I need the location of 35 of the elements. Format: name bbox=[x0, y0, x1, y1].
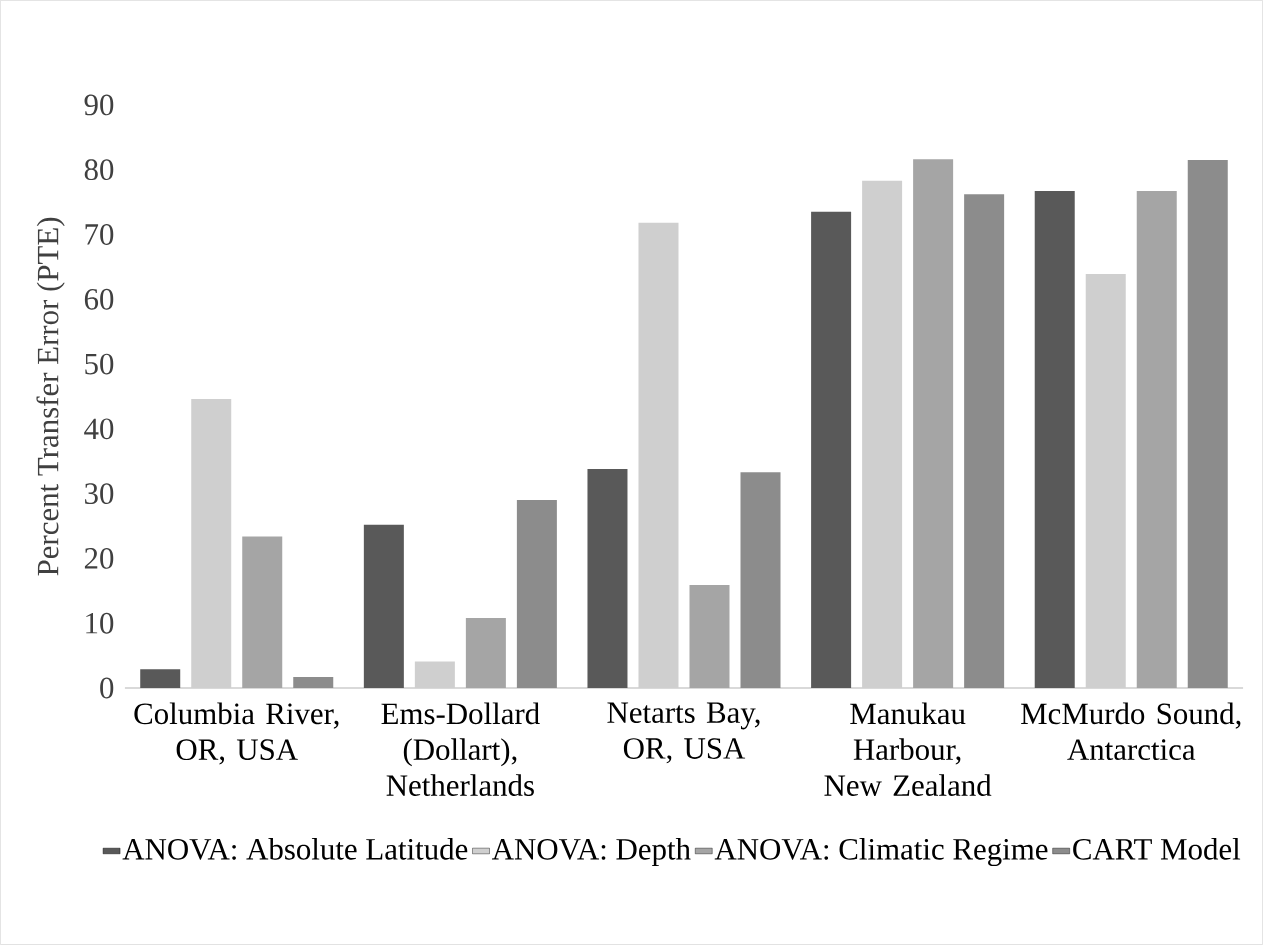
bar bbox=[689, 585, 730, 689]
bar bbox=[242, 536, 283, 689]
legend-label: ANOVA: Absolute Latitude bbox=[122, 837, 468, 860]
y-tick-label: 60 bbox=[84, 288, 114, 310]
bar bbox=[1187, 160, 1228, 689]
bar bbox=[140, 669, 181, 689]
bar bbox=[587, 469, 628, 689]
bar bbox=[516, 500, 557, 689]
y-tick-label: 90 bbox=[84, 94, 114, 116]
legend-label: CART Model bbox=[1073, 837, 1241, 860]
bar bbox=[740, 472, 781, 689]
x-tick-label: Columbia River, OR, USA bbox=[134, 702, 339, 765]
bar bbox=[913, 159, 954, 689]
bar bbox=[811, 211, 852, 689]
x-tick-label: McMurdo Sound, Antarctica bbox=[1021, 702, 1241, 761]
bar bbox=[1136, 191, 1177, 689]
y-tick-label: 10 bbox=[86, 612, 114, 634]
x-tick-label: Ems-Dollard (Dollart), Netherlands bbox=[381, 702, 540, 796]
legend-label: ANOVA: Climatic Regime bbox=[714, 837, 1048, 867]
bar bbox=[465, 618, 506, 689]
y-tick-label: 80 bbox=[84, 159, 114, 181]
legend-label: ANOVA: Depth bbox=[491, 837, 691, 866]
y-tick-label: 0 bbox=[100, 677, 114, 699]
y-axis-title: Percent Transfer Error (PTE) bbox=[36, 217, 65, 576]
y-tick-label: 70 bbox=[85, 224, 114, 245]
bar bbox=[964, 194, 1005, 689]
y-tick-label: 50 bbox=[85, 353, 114, 375]
x-tick-label: Manukau Harbour, New Zealand bbox=[824, 702, 992, 796]
x-tick-label: Netarts Bay, OR, USA bbox=[607, 702, 760, 764]
bar bbox=[293, 677, 334, 689]
y-tick-label: 20 bbox=[84, 548, 114, 569]
bar bbox=[363, 524, 404, 689]
y-tick-label: 30 bbox=[85, 483, 114, 505]
bar bbox=[1034, 191, 1075, 689]
y-tick-label: 40 bbox=[84, 418, 114, 440]
